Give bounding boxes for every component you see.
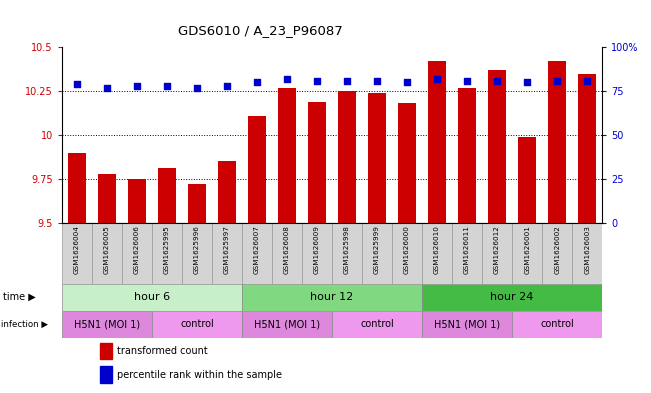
Bar [188,184,206,223]
Point [312,77,322,84]
Point [522,79,533,85]
Point [132,83,142,89]
Bar [488,70,506,223]
Point [462,77,473,84]
Text: GSM1626001: GSM1626001 [524,225,530,274]
Point [191,84,202,91]
Bar [452,223,482,284]
Text: transformed count: transformed count [117,346,208,356]
Text: control: control [360,319,394,329]
Bar [152,223,182,284]
Text: H5N1 (MOI 1): H5N1 (MOI 1) [434,319,500,329]
Bar [548,61,566,223]
Bar [92,223,122,284]
Bar [182,223,212,284]
Bar [98,174,116,223]
Text: hour 6: hour 6 [134,292,170,302]
Text: GSM1625996: GSM1625996 [194,225,200,274]
Text: GSM1625997: GSM1625997 [224,225,230,274]
Bar [272,223,302,284]
Text: GSM1626008: GSM1626008 [284,225,290,274]
Text: GDS6010 / A_23_P96087: GDS6010 / A_23_P96087 [178,24,343,37]
Text: GSM1625998: GSM1625998 [344,225,350,274]
Bar [572,223,602,284]
Bar [100,343,111,359]
Bar [62,284,242,311]
Bar [62,311,152,338]
Bar [518,137,536,223]
Bar [308,102,326,223]
Point [252,79,262,85]
Text: H5N1 (MOI 1): H5N1 (MOI 1) [254,319,320,329]
Point [342,77,352,84]
Bar [428,61,446,223]
Bar [422,284,602,311]
Text: GSM1626000: GSM1626000 [404,225,410,274]
Bar [242,284,422,311]
Text: GSM1626002: GSM1626002 [554,225,560,274]
Bar [422,311,512,338]
Text: GSM1626012: GSM1626012 [494,225,500,274]
Bar [368,93,386,223]
Text: GSM1626009: GSM1626009 [314,225,320,274]
Point [72,81,82,87]
Text: GSM1626010: GSM1626010 [434,225,440,274]
Point [282,75,292,82]
Text: hour 24: hour 24 [490,292,534,302]
Bar [158,169,176,223]
Bar [242,311,332,338]
Bar [152,311,242,338]
Text: GSM1626004: GSM1626004 [74,225,80,274]
Point [161,83,172,89]
Bar [302,223,332,284]
Bar [122,223,152,284]
Bar [542,223,572,284]
Point [372,77,382,84]
Bar [212,223,242,284]
Bar [578,73,596,223]
Bar [512,311,602,338]
Bar [100,366,111,383]
Bar [482,223,512,284]
Bar [338,91,356,223]
Bar [332,223,362,284]
Bar [248,116,266,223]
Point [582,77,592,84]
Text: percentile rank within the sample: percentile rank within the sample [117,370,282,380]
Bar [422,223,452,284]
Bar [242,223,272,284]
Text: control: control [540,319,574,329]
Text: GSM1626005: GSM1626005 [104,225,110,274]
Bar [512,223,542,284]
Point [492,77,503,84]
Text: infection ▶: infection ▶ [1,320,48,329]
Bar [398,103,416,223]
Text: GSM1625999: GSM1625999 [374,225,380,274]
Bar [68,152,86,223]
Point [222,83,232,89]
Text: time ▶: time ▶ [3,292,36,302]
Text: control: control [180,319,214,329]
Text: hour 12: hour 12 [311,292,353,302]
Bar [332,311,422,338]
Bar [128,179,146,223]
Text: GSM1626006: GSM1626006 [134,225,140,274]
Text: GSM1626007: GSM1626007 [254,225,260,274]
Bar [278,88,296,223]
Text: GSM1625995: GSM1625995 [164,225,170,274]
Text: GSM1626003: GSM1626003 [584,225,590,274]
Text: GSM1626011: GSM1626011 [464,225,470,274]
Point [102,84,112,91]
Text: H5N1 (MOI 1): H5N1 (MOI 1) [74,319,140,329]
Bar [62,223,92,284]
Bar [458,88,476,223]
Point [432,75,442,82]
Point [552,77,562,84]
Bar [218,162,236,223]
Point [402,79,412,85]
Bar [362,223,392,284]
Bar [392,223,422,284]
